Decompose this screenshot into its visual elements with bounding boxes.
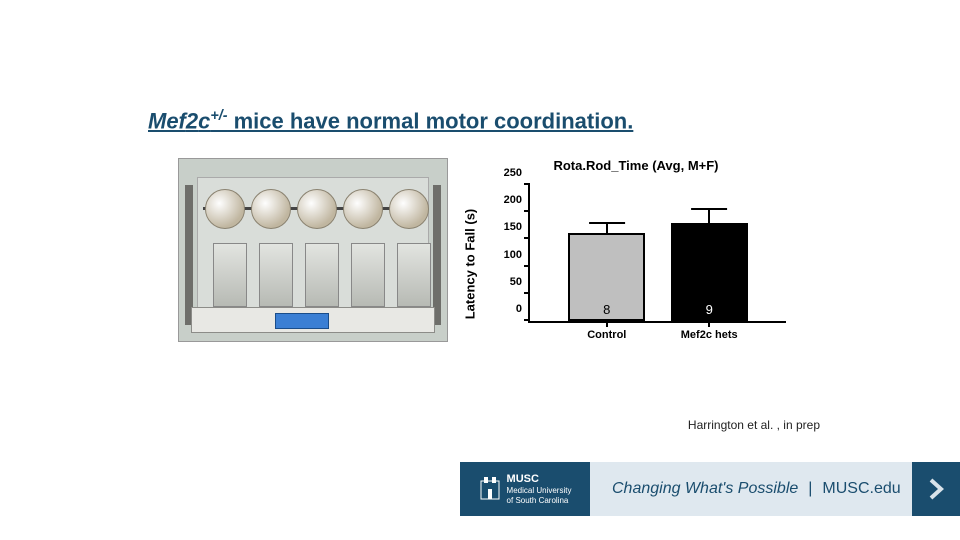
bar-n-label: 9 [671, 302, 748, 317]
rotarod-chart: Rota.Rod_Time (Avg, M+F) Latency to Fall… [476, 158, 796, 368]
logo-sub2: of South Carolina [507, 496, 572, 506]
rotarod-photo [178, 158, 448, 342]
ytick [524, 292, 530, 294]
footer-logo: MUSC Medical University of South Carolin… [460, 462, 590, 516]
gene-num: 2 [186, 108, 198, 133]
error-cap [691, 208, 727, 210]
footer-tagline: Changing What's Possible [612, 480, 798, 498]
bar-n-label: 8 [568, 302, 645, 317]
logo-sub1: Medical University [507, 486, 572, 496]
bar: 8 [568, 233, 645, 321]
chevron-right-icon [927, 477, 945, 501]
xtick [606, 321, 608, 327]
slide-title: Mef2c+/- mice have normal motor coordina… [148, 108, 633, 134]
xtick [708, 321, 710, 327]
ytick [524, 319, 530, 321]
ytick-label: 100 [490, 249, 522, 261]
ytick-label: 250 [490, 167, 522, 179]
gene-suffix: c [198, 108, 210, 133]
footer-chevron [912, 462, 960, 516]
ytick-label: 150 [490, 221, 522, 233]
logo-top: MUSC [507, 473, 572, 486]
ytick-label: 50 [490, 276, 522, 288]
bar: 9 [671, 223, 748, 321]
xlabel: Mef2c hets [681, 329, 738, 341]
ytick [524, 210, 530, 212]
footer-url: MUSC.edu [822, 480, 900, 498]
gene-superscript: +/- [210, 108, 227, 124]
error-bar [708, 210, 710, 224]
citation: Harrington et al. , in prep [688, 418, 820, 432]
chart-plot-area: 0501001502002508Control9Mef2c hets [528, 185, 786, 323]
musc-logo-icon [479, 475, 501, 503]
title-rest: mice have normal motor coordination. [227, 108, 633, 133]
footer-separator: | [808, 480, 812, 498]
footer: MUSC Medical University of South Carolin… [460, 462, 960, 516]
gene-prefix: Mef [148, 108, 186, 133]
chart-title: Rota.Rod_Time (Avg, M+F) [476, 158, 796, 173]
ytick-label: 200 [490, 194, 522, 206]
error-cap [589, 222, 625, 224]
error-bar [606, 224, 608, 233]
ytick [524, 183, 530, 185]
xlabel: Control [587, 329, 626, 341]
ytick [524, 265, 530, 267]
chart-ylabel: Latency to Fall (s) [463, 209, 478, 320]
ytick-label: 0 [490, 303, 522, 315]
ytick [524, 237, 530, 239]
footer-tagline-region: Changing What's Possible | MUSC.edu [590, 462, 912, 516]
